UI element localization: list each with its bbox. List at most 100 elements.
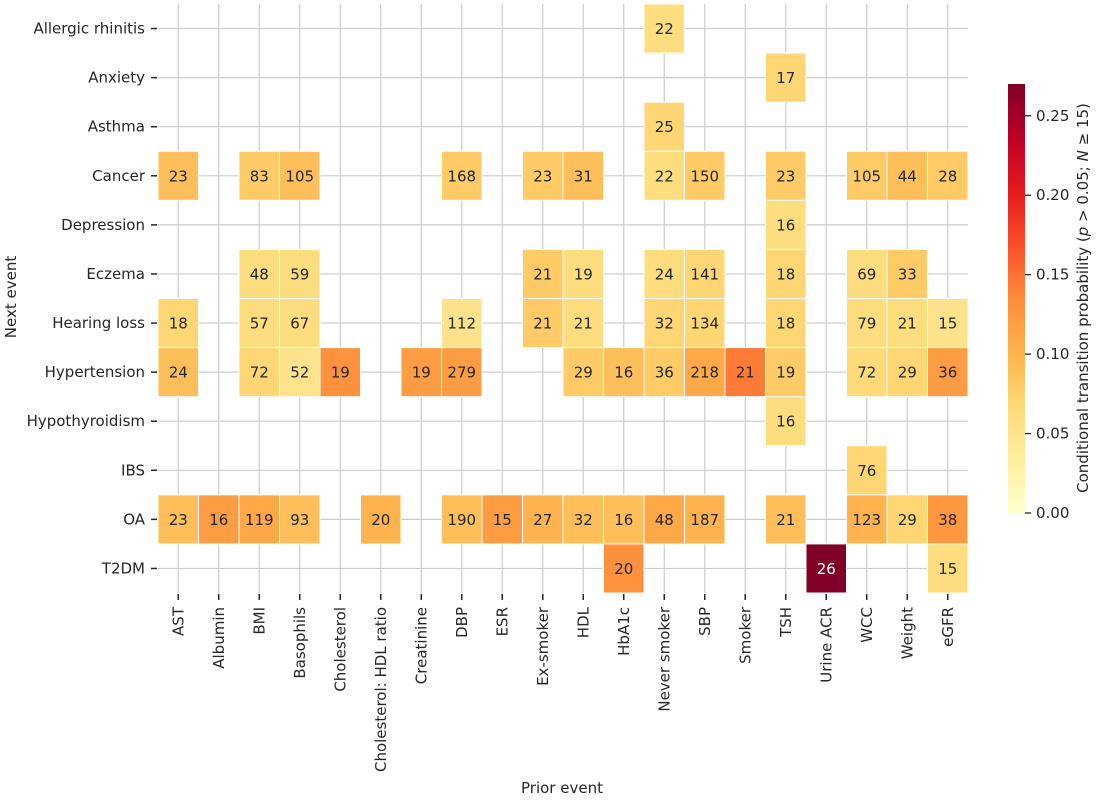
heatmap-cell [765, 52, 807, 103]
heatmap-cell [886, 494, 928, 545]
colorbar-tick-label: 0.20 [1036, 186, 1069, 204]
cell-value-label: 57 [250, 315, 269, 333]
colorbar-tick-label: 0.15 [1036, 266, 1069, 284]
x-tick-label: Never smoker [655, 606, 673, 711]
x-tick-label: Urine ACR [817, 607, 835, 683]
cell-value-label: 24 [169, 364, 188, 382]
heatmap-cell [441, 347, 483, 398]
cell-value-label: 123 [852, 511, 881, 529]
y-axis-label: Next event [2, 256, 20, 339]
cell-value-label: 23 [533, 167, 552, 185]
cell-value-label: 16 [776, 413, 795, 431]
heatmap-cell [765, 150, 807, 201]
colorbar-gradient [1008, 84, 1025, 513]
cell-value-label: 21 [898, 315, 917, 333]
x-tick-label: Cholesterol [331, 607, 349, 692]
heatmap-cell [562, 494, 604, 545]
heatmap-cell [684, 347, 726, 398]
x-tick-label: HbA1c [615, 607, 633, 656]
cell-value-label: 168 [447, 167, 476, 185]
cell-value-label: 32 [574, 511, 593, 529]
cell-value-label: 22 [655, 20, 674, 38]
heatmap-cell [846, 248, 888, 300]
heatmap-cell [846, 298, 888, 349]
cell-value-label: 141 [690, 265, 719, 283]
heatmap-cell [522, 494, 564, 545]
colorbar-tick-label: 0.00 [1036, 504, 1069, 522]
cell-value-label: 44 [898, 167, 917, 185]
heatmap-cell [684, 150, 726, 201]
x-tick-label: HDL [574, 606, 592, 638]
heatmap-cell [238, 494, 280, 545]
cell-value-label: 21 [533, 315, 552, 333]
x-tick-label: TSH [777, 607, 795, 638]
x-tick-label: WCC [858, 607, 876, 643]
cell-value-label: 38 [938, 511, 957, 529]
y-tick-labels: Allergic rhinitis Anxiety Asthma Cancer Depr… [27, 20, 157, 577]
cell-value-label: 31 [574, 167, 593, 185]
cell-value-label: 187 [690, 511, 719, 529]
cell-value-label: 23 [776, 167, 795, 185]
heatmap-cell [157, 150, 199, 201]
cell-value-label: 22 [655, 167, 674, 185]
cell-value-label: 32 [655, 315, 674, 333]
cell-value-label: 21 [533, 265, 552, 283]
cell-value-label: 29 [898, 511, 917, 529]
cell-value-label: 105 [285, 167, 314, 185]
cell-value-label: 150 [690, 167, 719, 185]
cell-value-label: 29 [574, 364, 593, 382]
heatmap-cell [441, 150, 483, 201]
cell-value-label: 33 [898, 265, 917, 283]
colorbar-tick-label: 0.05 [1036, 425, 1069, 443]
cell-value-label: 25 [655, 118, 674, 136]
heatmap-cell [886, 248, 928, 300]
cell-value-label: 21 [574, 315, 593, 333]
heatmap-cell [927, 150, 969, 201]
cell-value-label: 29 [898, 364, 917, 382]
heatmap-cell [562, 298, 604, 349]
heatmap-cell [643, 298, 685, 349]
cell-value-label: 18 [169, 315, 188, 333]
heatmap-cell [157, 494, 199, 545]
cell-value-label: 105 [852, 167, 881, 185]
heatmap-cell [157, 298, 199, 349]
heatmap-cell [927, 494, 969, 545]
heatmap-cell [562, 248, 604, 300]
heatmap-cell [846, 494, 888, 545]
cell-value-label: 18 [776, 315, 795, 333]
cell-value-label: 20 [614, 560, 633, 578]
cell-value-label: 218 [690, 364, 719, 382]
cell-value-label: 19 [574, 265, 593, 283]
heatmap-cell [238, 248, 280, 300]
heatmap-cell [238, 347, 280, 398]
heatmap-cell [927, 543, 969, 594]
heatmap-cell [927, 298, 969, 349]
heatmap-cell [238, 150, 280, 201]
heatmap-cell [522, 150, 564, 201]
heatmap-cell [441, 298, 483, 349]
x-tick-label: Basophils [291, 607, 309, 679]
x-tick-label: SBP [696, 607, 714, 636]
x-tick-label: Albumin [210, 607, 228, 669]
heatmap-cells: 22 17 25 23 83 105 168 23 31 22 150 23 105 44 28 16 48 59… [157, 3, 969, 594]
cell-value-label: 20 [371, 511, 390, 529]
cell-value-label: 72 [250, 364, 269, 382]
x-tick-label: DBP [453, 607, 471, 638]
heatmap-cell [684, 248, 726, 300]
x-tick-label: Cholesterol: HDL ratio [372, 607, 390, 772]
x-tick-labels: AST Albumin BMI Basophils Cholesterol Cholest… [169, 594, 957, 772]
cell-value-label: 23 [169, 511, 188, 529]
heatmap-cell [765, 494, 807, 545]
x-tick-label: eGFR [939, 607, 957, 647]
heatmap-cell [562, 150, 604, 201]
colorbar: 0.00 0.05 0.10 0.15 0.20 0.25 Conditional tra… [1008, 84, 1092, 522]
cell-value-label: 134 [690, 315, 719, 333]
y-tick-label: Hypothyroidism [27, 412, 145, 430]
cell-value-label: 72 [857, 364, 876, 382]
y-tick-label: Cancer [92, 167, 146, 185]
cell-value-label: 23 [169, 167, 188, 185]
heatmap-cell [684, 298, 726, 349]
cell-value-label: 17 [776, 69, 795, 87]
cell-value-label: 279 [447, 364, 476, 382]
y-tick-label: Allergic rhinitis [33, 20, 145, 38]
